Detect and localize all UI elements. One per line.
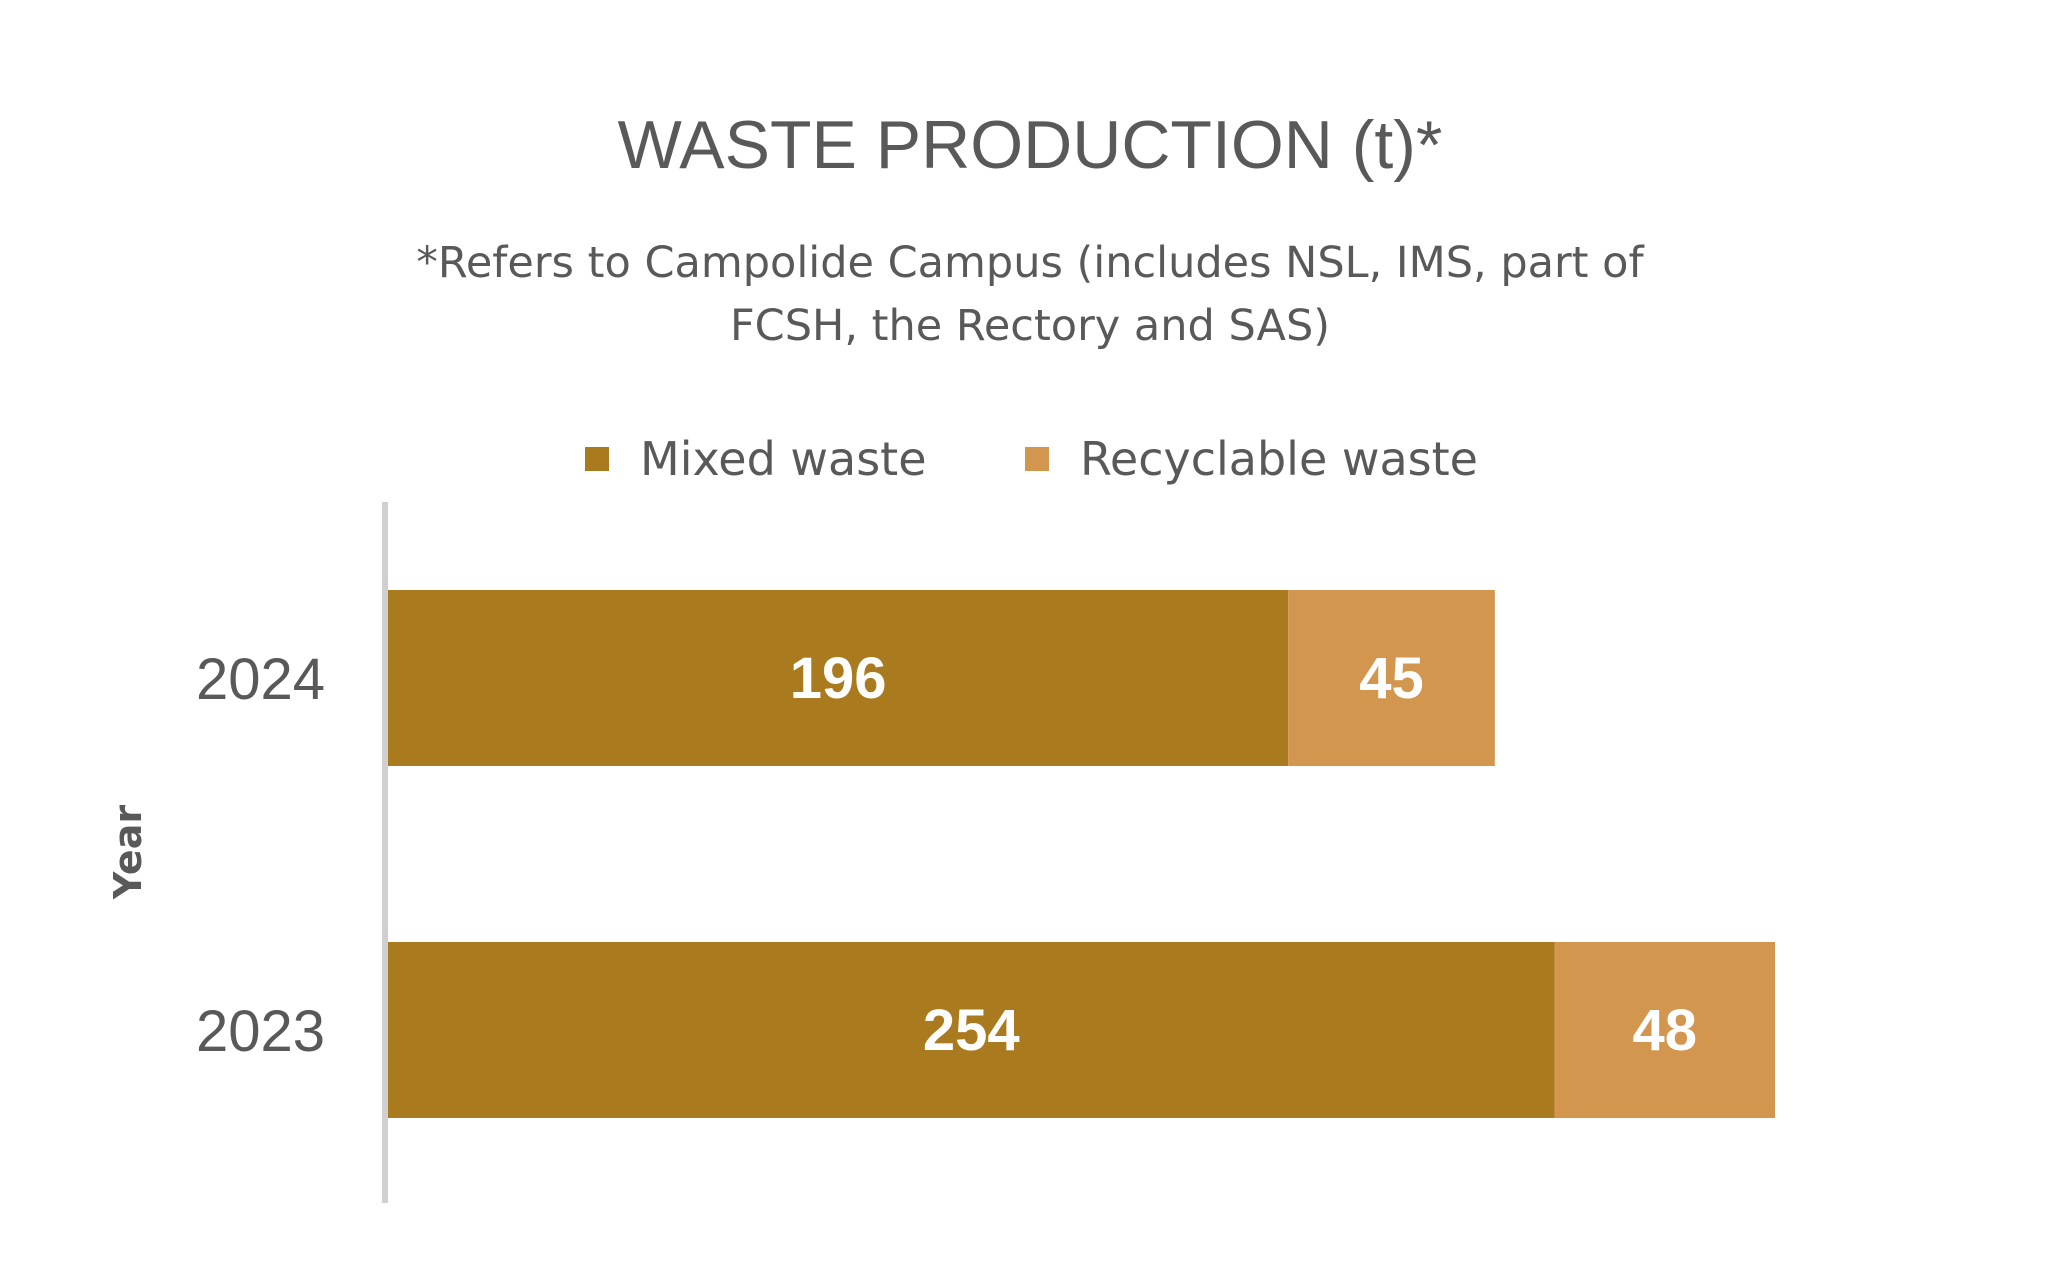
bar-2023-series-1 [1554,942,1775,1118]
data-label-2024-series-0: 196 [790,646,887,711]
y-axis-title: Year [106,805,150,900]
legend-swatch-1 [1025,447,1049,471]
chart-subtitle-line-2: FCSH, the Rectory and SAS) [730,301,1330,351]
bars: 196 45 254 48 [388,590,1775,1118]
y-tick-label-2023: 2023 [196,999,325,1064]
legend: Mixed waste Recyclable waste [585,432,1478,486]
legend-label-1: Recyclable waste [1080,432,1478,486]
chart-title: WASTE PRODUCTION (t)* [618,107,1443,183]
y-tick-label-2024: 2024 [196,647,325,712]
data-label-2023-series-1: 48 [1633,998,1698,1063]
legend-swatch-0 [585,447,609,471]
bar-2023-series-0 [388,942,1555,1118]
bar-2024-series-1 [1288,590,1495,766]
legend-label-0: Mixed waste [640,432,927,486]
bar-2024-series-0 [388,590,1289,766]
data-label-2023-series-0: 254 [923,998,1020,1063]
y-tick-labels: 2024 2023 [196,647,325,1064]
chart-subtitle-line-1: *Refers to Campolide Campus (includes NS… [416,238,1644,288]
data-label-2024-series-1: 45 [1359,646,1424,711]
